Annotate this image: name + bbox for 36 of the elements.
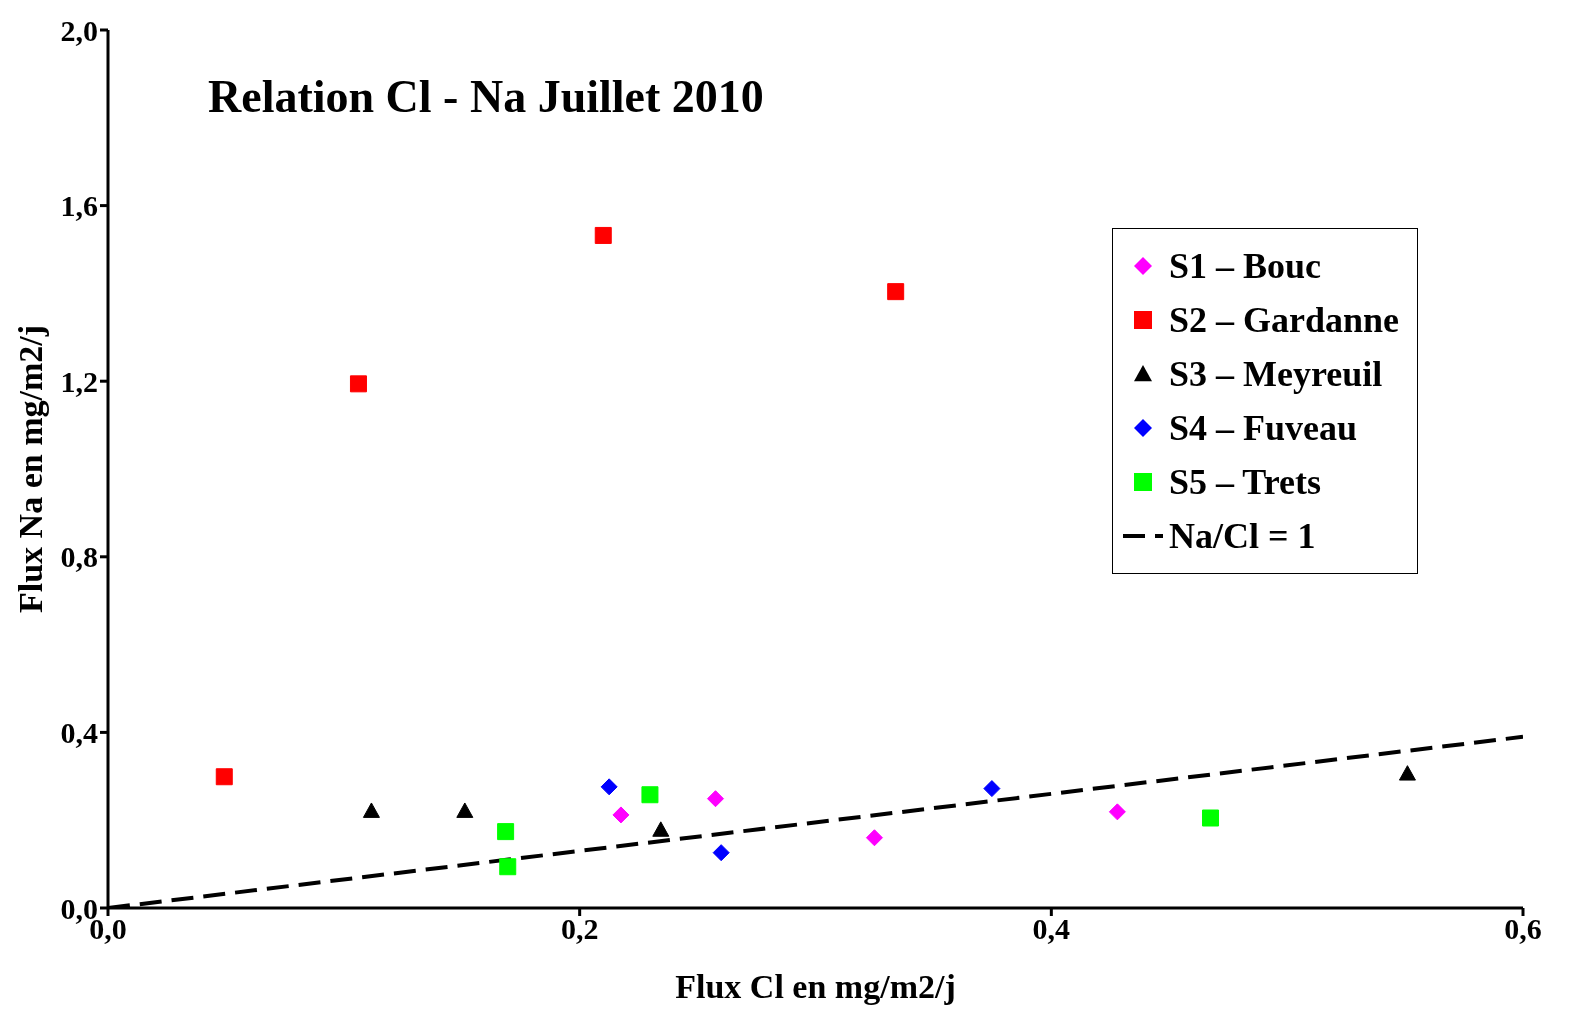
y-axis-title: Flux Na en mg/m2/j (12, 324, 50, 614)
point (499, 858, 517, 876)
legend-label: S5 – Trets (1168, 461, 1321, 503)
point (865, 829, 883, 847)
legend-label: S1 – Bouc (1168, 245, 1321, 287)
point (983, 780, 1001, 798)
point (600, 778, 618, 796)
point (362, 802, 380, 818)
y-tick-label: 0,8 (60, 540, 98, 574)
point (887, 283, 905, 301)
y-tick-label: 2,0 (60, 13, 98, 47)
point (215, 768, 233, 786)
legend-label: Na/Cl = 1 (1168, 515, 1316, 557)
legend-label: S2 – Gardanne (1168, 299, 1399, 341)
point (1108, 803, 1126, 821)
point (612, 806, 630, 824)
point (652, 821, 670, 837)
legend-label: S3 – Meyreuil (1168, 353, 1383, 395)
point (456, 802, 474, 818)
x-tick-label: 0,6 (1504, 912, 1542, 946)
x-tick-label: 0,4 (1032, 912, 1071, 946)
point (641, 786, 659, 804)
point (497, 823, 515, 841)
point (349, 375, 367, 393)
point (1398, 765, 1416, 781)
x-axis-title: Flux Cl en mg/m2/j (675, 968, 956, 1005)
y-tick-label: 0,4 (60, 716, 98, 750)
legend-label: S4 – Fuveau (1168, 407, 1357, 449)
y-tick-label: 1,6 (60, 189, 98, 223)
x-tick-label: 0,2 (560, 912, 599, 946)
text: Relation Cl - Na Juillet 2010 (208, 70, 764, 123)
point (594, 226, 612, 244)
point (707, 790, 725, 808)
point (712, 844, 730, 862)
y-tick-label: 1,2 (60, 364, 98, 398)
point (1202, 809, 1220, 827)
